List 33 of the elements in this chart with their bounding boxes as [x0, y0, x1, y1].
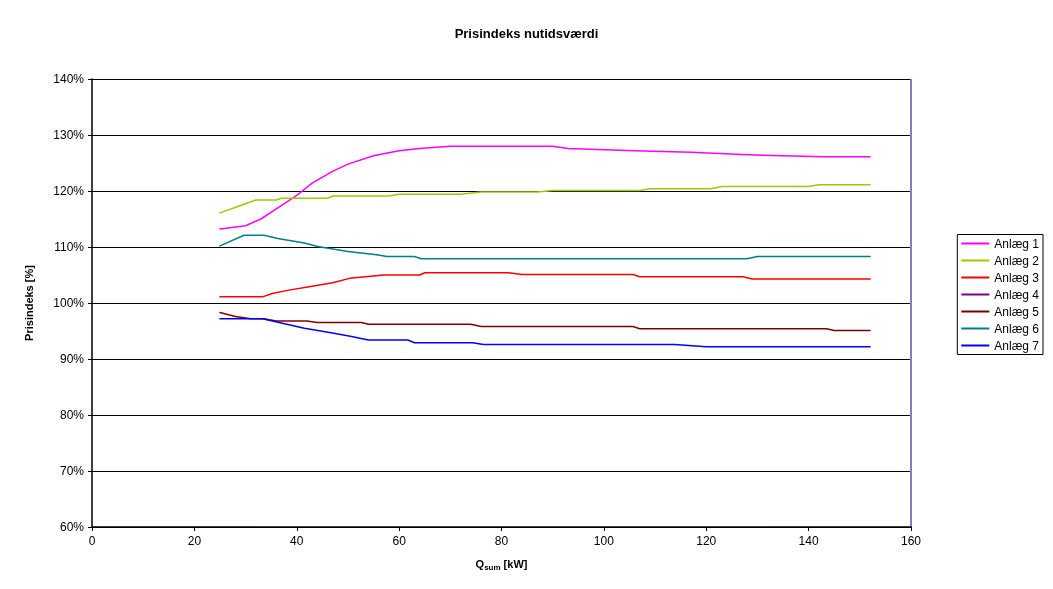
chart-title: Prisindeks nutidsværdi — [454, 26, 599, 41]
x-tick-label: 140 — [798, 534, 819, 548]
x-tick-label: 0 — [88, 534, 96, 548]
y-tick-label: 70% — [59, 464, 85, 478]
x-tick-label: 80 — [494, 534, 509, 548]
y-tick-label: 100% — [53, 296, 85, 310]
y-tick-label: 120% — [53, 184, 85, 198]
legend-label: Anlæg 6 — [994, 321, 1040, 336]
x-tick-label: 120 — [696, 534, 717, 548]
line-series — [219, 234, 871, 260]
y-axis-title: Prisindeks [%] — [22, 264, 35, 341]
x-tick-label: 40 — [290, 534, 304, 548]
legend-label: Anlæg 5 — [994, 304, 1040, 319]
line-series — [219, 311, 871, 332]
y-tick-label: 60% — [59, 520, 85, 534]
legend-label: Anlæg 4 — [994, 287, 1040, 302]
line-series — [219, 145, 871, 230]
legend-label: Anlæg 3 — [994, 270, 1040, 285]
y-tick-label: 90% — [59, 352, 85, 366]
y-tick-label: 130% — [53, 128, 85, 142]
legend-label: Anlæg 1 — [994, 236, 1040, 251]
x-tick-label: 100 — [593, 534, 615, 548]
x-tick-label: 160 — [900, 534, 922, 548]
y-tick-label: 80% — [59, 408, 85, 422]
legend-label: Anlæg 2 — [994, 253, 1040, 268]
line-series — [219, 317, 871, 348]
x-tick-label: 20 — [187, 534, 202, 548]
y-tick-label: 140% — [53, 72, 85, 86]
x-tick-label: 60 — [392, 534, 407, 548]
line-series — [219, 184, 871, 214]
y-tick-label: 110% — [54, 240, 85, 254]
legend-label: Anlæg 7 — [994, 338, 1040, 353]
line-series — [219, 272, 871, 298]
